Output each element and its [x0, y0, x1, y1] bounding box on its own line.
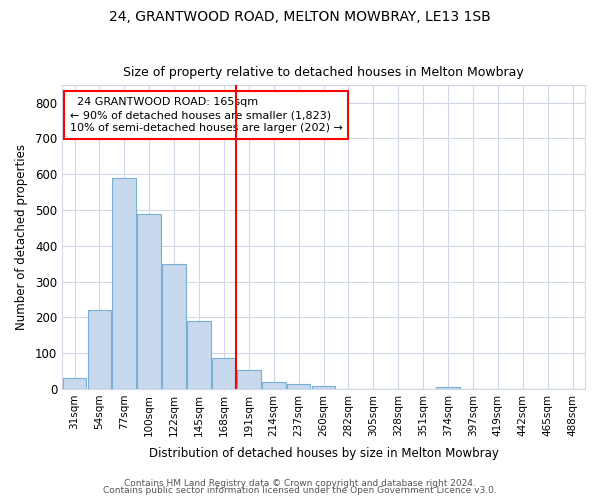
- Bar: [262, 382, 286, 389]
- Bar: [436, 387, 460, 389]
- Bar: [162, 264, 186, 389]
- Bar: [62, 378, 86, 389]
- Text: Contains public sector information licensed under the Open Government Licence v3: Contains public sector information licen…: [103, 486, 497, 495]
- Title: Size of property relative to detached houses in Melton Mowbray: Size of property relative to detached ho…: [123, 66, 524, 80]
- Text: Contains HM Land Registry data © Crown copyright and database right 2024.: Contains HM Land Registry data © Crown c…: [124, 478, 476, 488]
- Bar: [311, 386, 335, 389]
- Text: 24 GRANTWOOD ROAD: 165sqm
← 90% of detached houses are smaller (1,823)
10% of se: 24 GRANTWOOD ROAD: 165sqm ← 90% of detac…: [70, 97, 343, 134]
- Bar: [137, 214, 161, 389]
- Bar: [112, 178, 136, 389]
- X-axis label: Distribution of detached houses by size in Melton Mowbray: Distribution of detached houses by size …: [149, 447, 499, 460]
- Bar: [287, 384, 310, 389]
- Bar: [88, 310, 111, 389]
- Text: 24, GRANTWOOD ROAD, MELTON MOWBRAY, LE13 1SB: 24, GRANTWOOD ROAD, MELTON MOWBRAY, LE13…: [109, 10, 491, 24]
- Bar: [237, 370, 260, 389]
- Bar: [212, 358, 236, 389]
- Bar: [187, 321, 211, 389]
- Y-axis label: Number of detached properties: Number of detached properties: [15, 144, 28, 330]
